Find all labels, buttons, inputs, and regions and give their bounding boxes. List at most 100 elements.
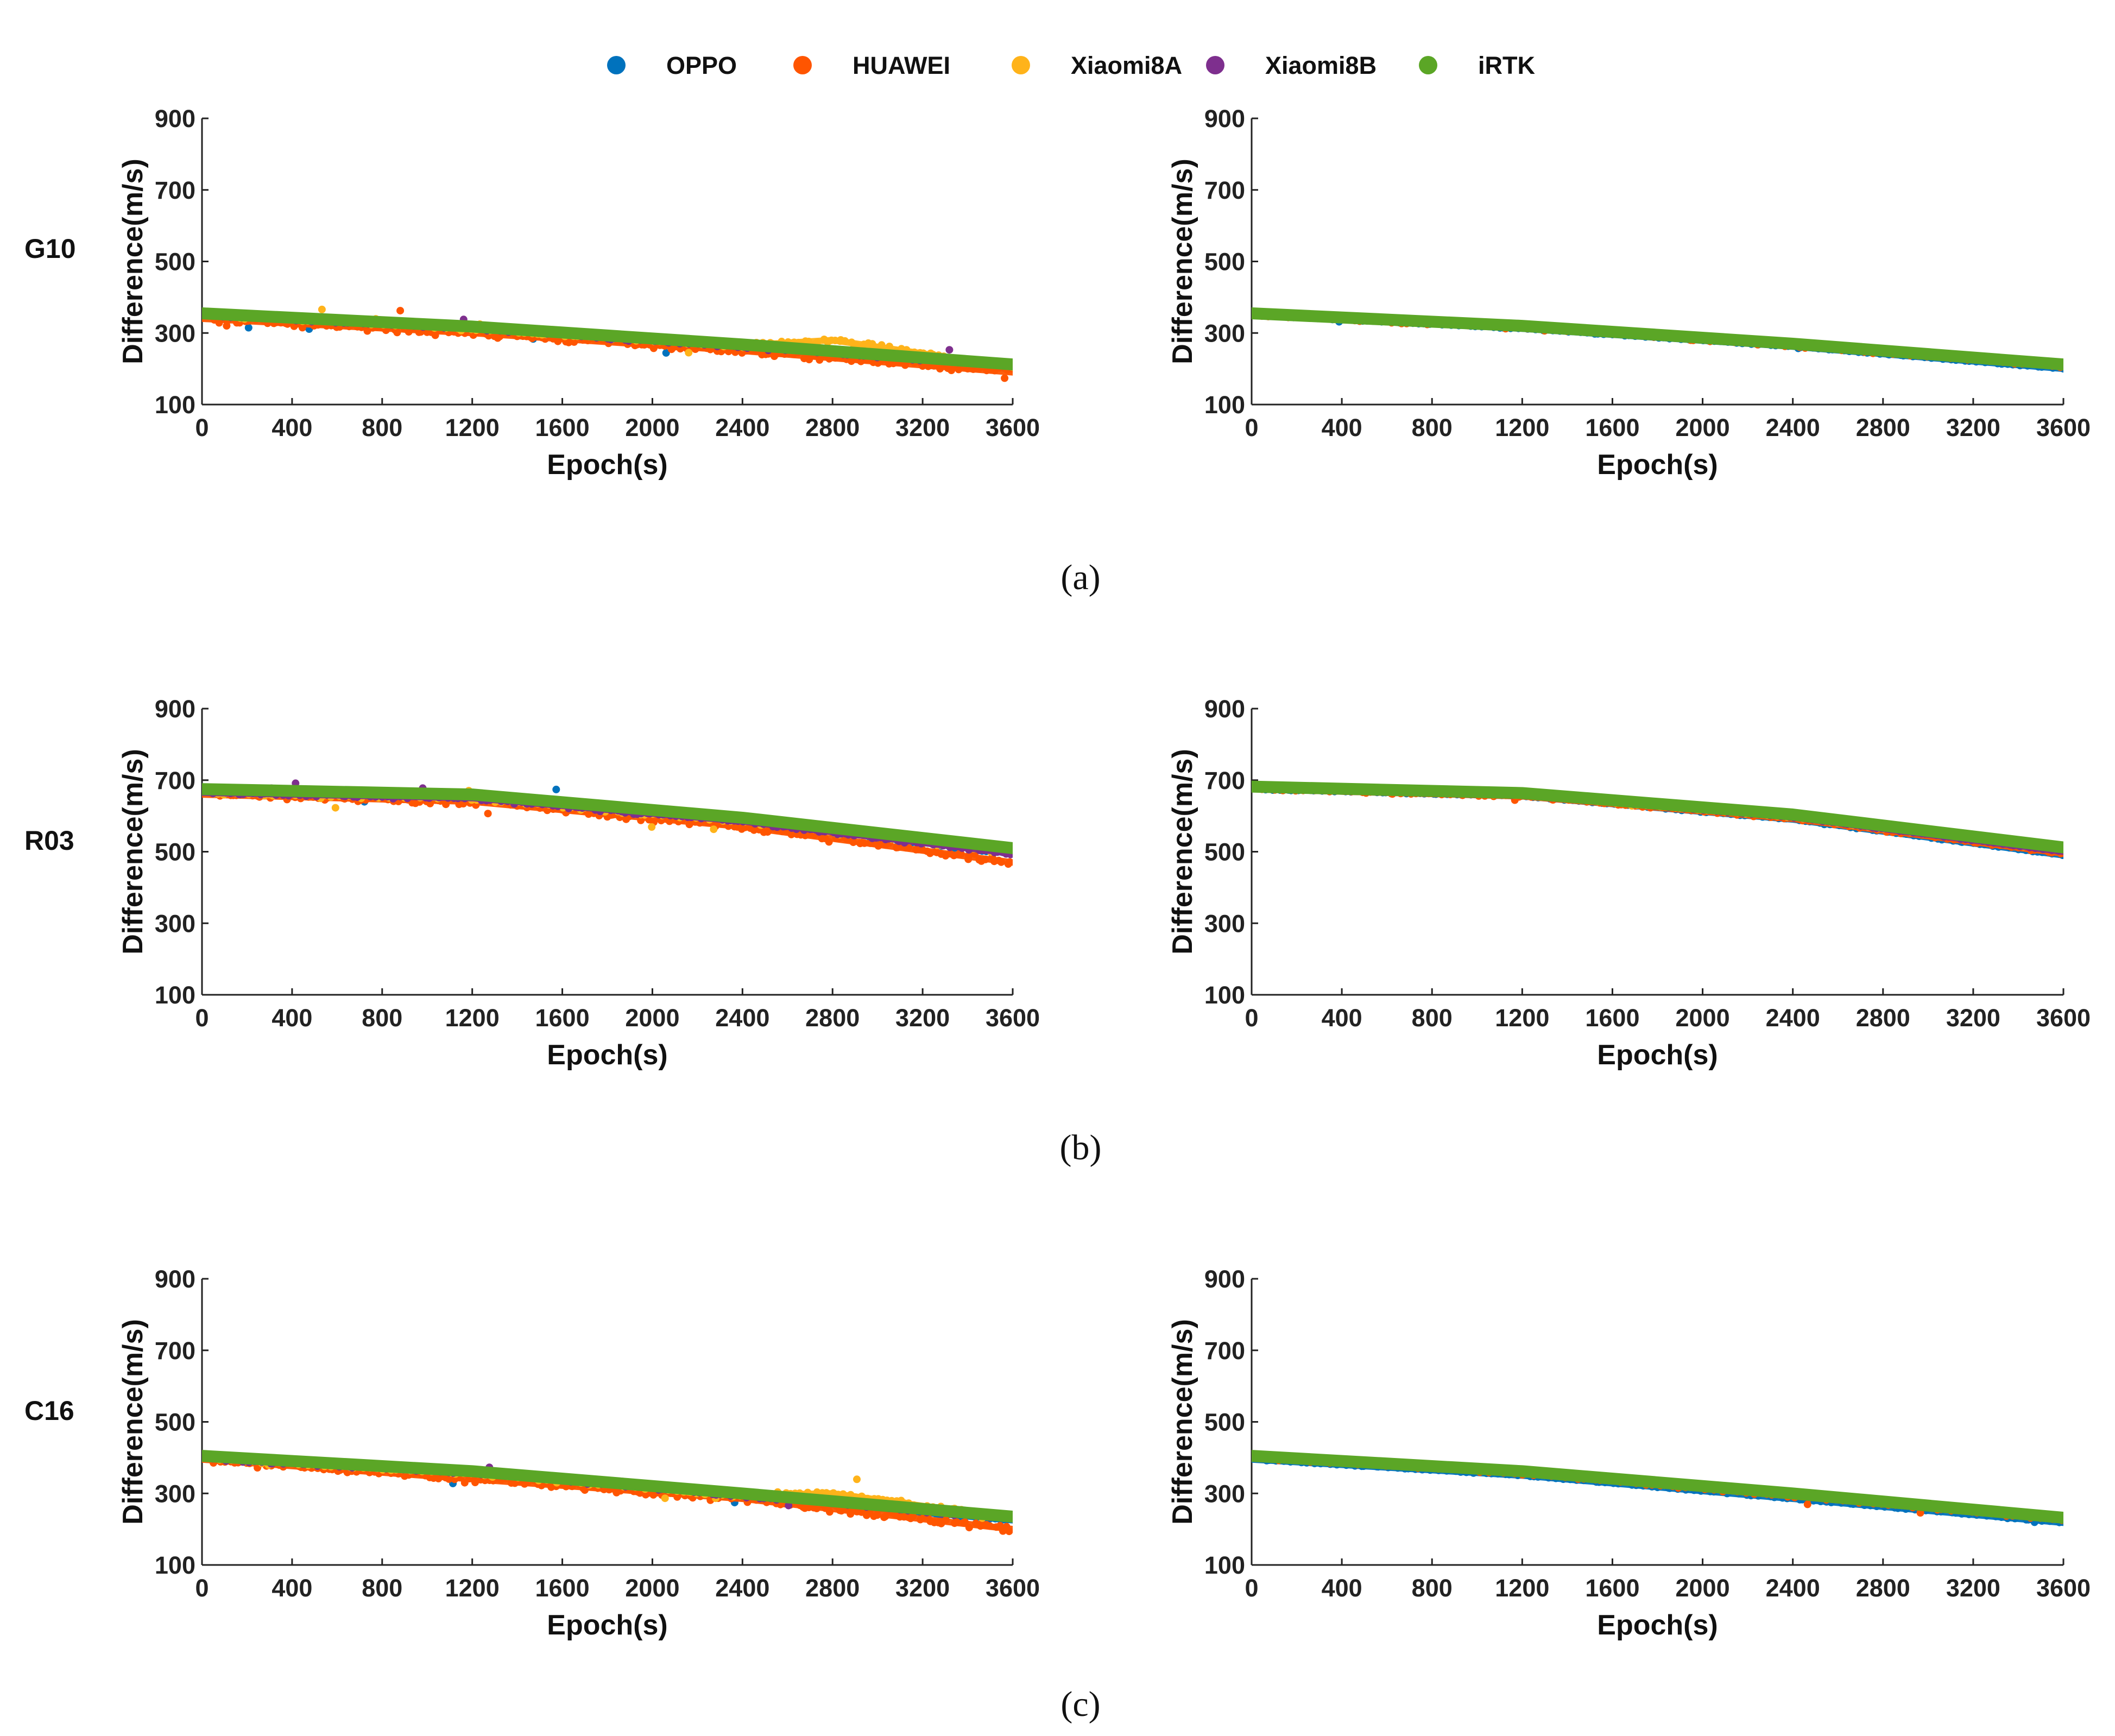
data-point [484,810,492,818]
y-tick-label: 300 [155,319,195,347]
data-point [710,825,718,834]
x-tick-label: 800 [1412,414,1453,441]
plot-area [202,1450,1013,1536]
legend: OPPO HUAWEI Xiaomi8A Xiaomi8B iRTK [607,52,1535,79]
x-tick-label: 2000 [625,1004,679,1032]
plot-area [202,779,1013,868]
y-tick-label: 900 [155,1265,195,1293]
series-irtk [1252,307,2063,371]
legend-label-oppo: OPPO [666,52,737,79]
legend-label-huawei: HUAWEI [853,52,950,79]
y-tick-label: 700 [1204,176,1245,204]
x-axis-label: Epoch(s) [547,449,667,481]
plot-area [1252,780,2063,859]
series-line-irtk [202,307,1013,371]
chart-g10-right: 100 300 500 700 900 0 400 800 1200 1600 2000 2400 28… [1167,105,2091,481]
series-irtk [202,1450,1013,1523]
x-tick-label: 2400 [715,414,769,441]
panel-labels: (a) (b) (c) [1060,558,1102,1724]
x-tick-label: 0 [195,414,209,441]
x-tick-label: 400 [1322,1004,1362,1032]
row-label-r03: R03 [24,825,74,856]
legend-marker-xiaomi8a [1012,56,1030,74]
x-tick-label: 3200 [1946,1004,2000,1032]
chart-panels: 100 300 500 700 900 0 400 800 1200 1600 2000 2400 28… [117,105,2091,1641]
data-point [552,785,560,793]
y-tick-label: 900 [155,105,195,132]
data-point [685,349,693,357]
x-tick-label: 2800 [805,414,860,441]
x-tick-label: 2800 [1856,414,1910,441]
legend-entry-irtk: iRTK [1419,52,1535,79]
y-tick-label: 500 [155,248,195,276]
y-tick-label: 100 [1204,981,1245,1009]
x-tick-label: 0 [195,1004,209,1032]
data-point [945,346,954,354]
chart-r03-right: 100 300 500 700 900 0 400 800 1200 1600 2000 2400 28… [1167,695,2091,1071]
y-tick-label: 500 [155,838,195,866]
chart-c16-right: 100 300 500 700 900 0 400 800 1200 1600 2000 2400 28… [1167,1265,2091,1641]
x-tick-label: 400 [1322,414,1362,441]
y-axis-label: Difference(m/s) [1167,159,1198,364]
x-tick-label: 2000 [1676,1574,1730,1602]
x-tick-label: 1600 [1585,414,1639,441]
y-tick-label: 700 [1204,767,1245,794]
x-tick-label: 1600 [535,1004,590,1032]
x-tick-label: 3200 [1946,1574,2000,1602]
x-axis-label: Epoch(s) [547,1039,667,1071]
x-tick-label: 1600 [1585,1004,1639,1032]
chart-r03-left: 100 300 500 700 900 0 400 800 1200 1600 2000 2400 28… [117,695,1040,1071]
data-point [331,804,339,812]
y-axis-label: Difference(m/s) [117,159,149,364]
y-tick-label: 900 [1204,1265,1245,1293]
y-axis-label: Difference(m/s) [117,749,149,955]
x-tick-label: 400 [272,1574,312,1602]
x-tick-label: 2400 [1766,1004,1820,1032]
row-label-c16: C16 [24,1396,74,1426]
x-tick-label: 3600 [2036,1574,2091,1602]
x-tick-label: 400 [1322,1574,1362,1602]
x-tick-label: 2000 [625,414,679,441]
x-tick-label: 3200 [895,1574,950,1602]
x-tick-label: 800 [1412,1004,1453,1032]
x-tick-label: 1200 [445,1574,500,1602]
x-tick-label: 3600 [986,414,1040,441]
legend-marker-irtk [1419,56,1437,74]
y-tick-label: 100 [155,391,195,419]
x-tick-label: 0 [1245,1574,1258,1602]
y-tick-label: 300 [1204,319,1245,347]
x-tick-label: 2400 [1766,1574,1820,1602]
data-point [661,1494,669,1503]
data-point [1001,374,1009,382]
y-axis-label: Difference(m/s) [1167,1319,1198,1525]
y-tick-label: 700 [155,1337,195,1365]
legend-entry-oppo: OPPO [607,52,737,79]
y-tick-label: 300 [155,910,195,937]
y-tick-label: 300 [1204,1480,1245,1507]
y-tick-label: 300 [155,1480,195,1507]
legend-label-xiaomi8a: Xiaomi8A [1071,52,1182,79]
x-axis-label: Epoch(s) [1597,449,1718,481]
data-point [662,349,670,357]
plot-area [202,305,1013,382]
x-tick-label: 2400 [1766,414,1820,441]
legend-entry-huawei: HUAWEI [793,52,950,79]
series-line-irtk [1252,1450,2063,1524]
panel-label-b: (b) [1060,1128,1102,1167]
y-tick-label: 500 [155,1409,195,1436]
y-tick-label: 700 [155,176,195,204]
series-line-irtk [202,1450,1013,1523]
data-point [648,823,656,831]
panel-label-c: (c) [1060,1684,1100,1724]
x-tick-label: 800 [1412,1574,1453,1602]
legend-entry-xiaomi8a: Xiaomi8A [1012,52,1182,79]
x-tick-label: 800 [362,414,402,441]
x-axis-label: Epoch(s) [1597,1039,1718,1071]
y-tick-label: 900 [155,695,195,723]
series-huawei [1252,785,2063,857]
y-axis-label: Difference(m/s) [1167,749,1198,955]
legend-label-irtk: iRTK [1478,52,1535,79]
plot-area [1252,1450,2063,1526]
series-irtk [202,783,1013,854]
